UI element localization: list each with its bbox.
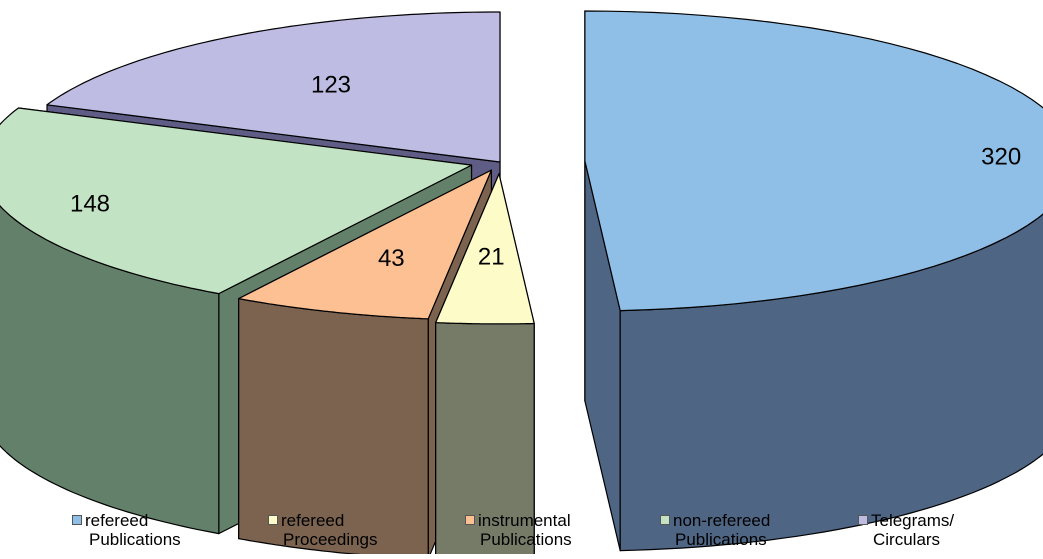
legend-swatch-refereed-publications (72, 515, 82, 525)
legend-label: Proceedings (283, 530, 378, 549)
legend-label: Telegrams/ (871, 511, 955, 530)
legend-label: Publications (480, 530, 572, 549)
legend-label: refereed (281, 511, 345, 530)
legend-label: Publications (675, 530, 767, 549)
legend-label: Publications (89, 530, 181, 549)
legend-label: instrumental (478, 511, 571, 530)
data-label-refereed-proceedings: 21 (478, 243, 505, 270)
data-label-refereed-publications: 320 (981, 143, 1021, 170)
legend-swatch-instrumental-publications (465, 515, 475, 525)
pie-top-faces (0, 10, 1043, 325)
data-label-telegrams-circulars: 123 (311, 72, 351, 99)
data-label-non-refereed-publications: 148 (70, 191, 110, 218)
legend-label: Circulars (873, 530, 941, 549)
legend-swatch-telegrams-circulars (858, 515, 868, 525)
legend-swatch-refereed-proceedings (268, 515, 278, 525)
legend-label: non-refereed (673, 511, 771, 530)
legend-label: refereed (85, 511, 149, 530)
slice-telegrams-circulars (46, 11, 501, 163)
slice-refereed-proceedings (435, 173, 535, 325)
slice-refereed-publications (584, 10, 1043, 312)
data-label-instrumental-publications: 43 (378, 245, 405, 272)
data-labels: 320 21 43 148 123 (70, 72, 1021, 272)
legend-swatch-non-refereed-publications (660, 515, 670, 525)
slice-instrumental-publications (238, 169, 492, 320)
slice-non-refereed-publications (0, 107, 473, 295)
